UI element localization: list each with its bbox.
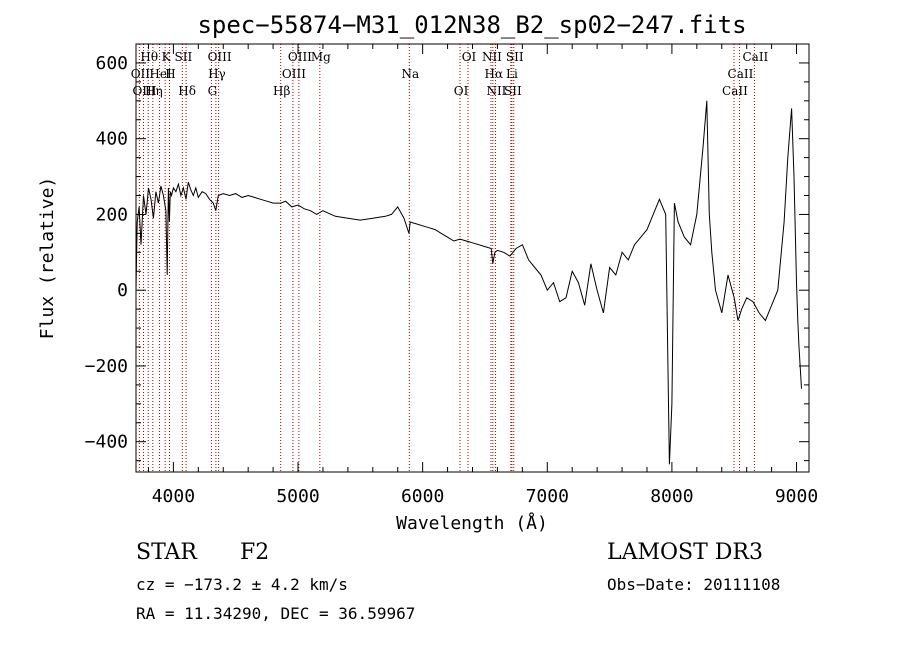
- spectral-line-label: Hγ: [208, 67, 226, 81]
- spectral-line-label: NII: [482, 50, 502, 64]
- spectral-line-label: HeI: [149, 67, 172, 81]
- spectral-line-labels: HθOIIOIIIKHeIHηSIIHHδOIIIHγGOIIIOIIIHβMg…: [131, 50, 769, 98]
- chart-title: spec−55874−M31_012N38_B2_sp02−247.fits: [197, 11, 746, 39]
- y-tick-label: −400: [85, 432, 128, 453]
- spectral-line-label: OIII: [132, 84, 156, 98]
- spectral-line-label: CaII: [728, 67, 754, 81]
- spectral-line-label: OIII: [288, 50, 312, 64]
- spectral-line-label: SII: [504, 84, 522, 98]
- spectral-line-label: Na: [401, 67, 419, 81]
- spectral-line-label: Hθ: [140, 50, 158, 64]
- spectral-line-label: Li: [506, 67, 518, 81]
- observation-date: Obs−Date: 20111108: [607, 575, 780, 594]
- x-tick-label: 5000: [276, 486, 319, 507]
- spectral-line-label: CaII: [722, 84, 748, 98]
- spectral-line-label: K: [162, 50, 172, 64]
- spectral-line-label: H: [165, 67, 175, 81]
- y-tick-label: 600: [95, 53, 128, 74]
- redshift-cz: cz = −173.2 ± 4.2 km/s: [136, 575, 348, 594]
- y-tick-label: −200: [85, 356, 128, 377]
- y-tick-label: 0: [117, 280, 128, 301]
- spectral-line-label: OIII: [208, 50, 232, 64]
- spectral-line-label: OI: [462, 50, 477, 64]
- spectrum-line: [135, 100, 802, 465]
- x-axis-label: Wavelength (Å): [396, 512, 548, 534]
- plot-frame: [135, 43, 810, 473]
- spectral-line-label: OI: [454, 84, 469, 98]
- x-tick-label: 6000: [401, 486, 444, 507]
- object-class: STAR: [136, 540, 198, 565]
- spectral-line-label: Hα: [485, 67, 504, 81]
- spectral-line-label: SII: [175, 50, 193, 64]
- spectral-line-label: Hδ: [178, 84, 196, 98]
- object-subclass: F2: [240, 540, 269, 565]
- spectral-line-label: Hβ: [273, 84, 290, 98]
- y-axis-label: Flux (relative): [37, 177, 58, 340]
- ra-dec-coordinates: RA = 11.34290, DEC = 36.59967: [136, 604, 415, 623]
- y-tick-label: 200: [95, 204, 128, 225]
- survey-name: LAMOST DR3: [607, 540, 763, 565]
- spectral-line-label: OII: [131, 67, 151, 81]
- spectral-line-label: Hη: [145, 84, 163, 98]
- y-axis-ticks: −400 −200 0 200 400 600: [85, 43, 809, 462]
- x-tick-label: 8000: [650, 486, 693, 507]
- spectral-line-label: NII: [486, 84, 506, 98]
- spectral-line-label: Mg: [311, 50, 331, 64]
- x-tick-label: 7000: [526, 486, 569, 507]
- x-axis-ticks: 4000 5000 6000 7000 8000 9000: [147, 44, 818, 507]
- y-tick-label: 400: [95, 129, 128, 150]
- x-tick-label: 9000: [775, 486, 818, 507]
- spectral-line-label: G: [208, 84, 218, 98]
- spectral-line-markers: [138, 44, 755, 472]
- spectral-line-label: CaII: [742, 50, 768, 64]
- spectral-line-label: OIII: [282, 67, 306, 81]
- spectral-line-label: SII: [506, 50, 524, 64]
- x-tick-label: 4000: [152, 486, 195, 507]
